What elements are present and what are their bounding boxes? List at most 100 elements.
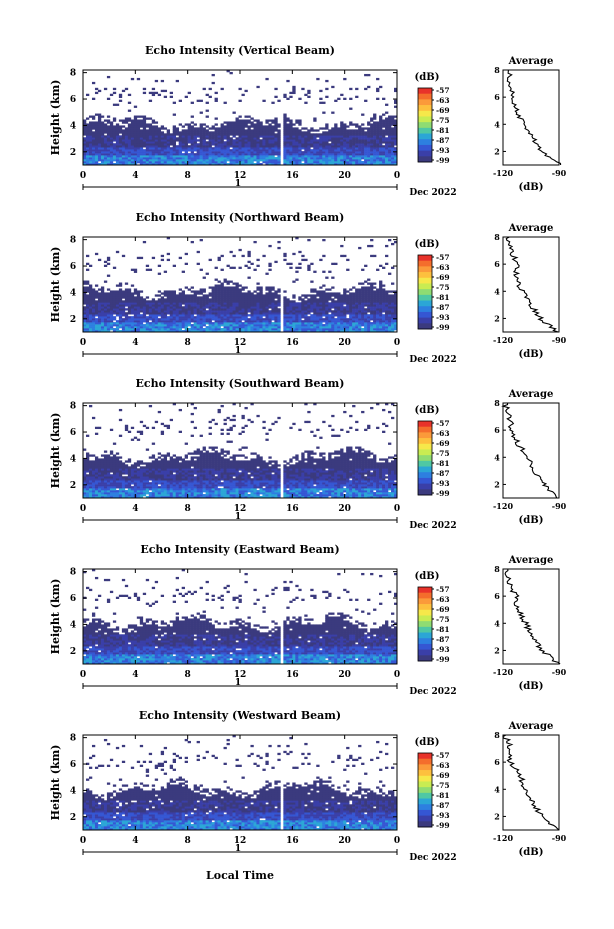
heatmap-cell <box>352 159 356 162</box>
heatmap-cell <box>160 159 165 162</box>
heatmap-cell <box>241 125 245 128</box>
heatmap-cell <box>388 145 392 148</box>
heatmap-cell <box>379 296 383 299</box>
heatmap-cell <box>394 290 398 293</box>
heatmap-cell <box>292 149 296 152</box>
heatmap-cell <box>373 149 377 152</box>
heatmap-cell <box>286 306 290 309</box>
heatmap-cell <box>181 298 185 301</box>
heatmap-cell <box>199 292 203 295</box>
heatmap-cell <box>241 157 245 160</box>
heatmap-cell <box>181 157 185 160</box>
heatmap-cell <box>211 330 215 333</box>
heatmap-cell <box>313 314 317 317</box>
heatmap-cell <box>151 320 156 323</box>
heatmap-cell <box>343 97 347 100</box>
heatmap-cell <box>136 298 141 301</box>
heatmap-cell <box>154 302 159 305</box>
heatmap-cell <box>325 322 329 325</box>
heatmap-cell <box>205 145 209 148</box>
heatmap-cell <box>100 163 105 166</box>
heatmap-cell <box>391 298 395 301</box>
heatmap-cell <box>304 258 308 262</box>
heatmap-cell <box>130 161 135 164</box>
heatmap-cell <box>337 496 341 499</box>
heatmap-cell <box>97 324 102 327</box>
heatmap-cell <box>244 320 248 323</box>
heatmap-cell <box>106 75 111 79</box>
heatmap-cell <box>253 496 257 499</box>
heatmap-cell <box>250 330 254 333</box>
heatmap-cell <box>196 312 200 315</box>
heatmap-cell <box>394 135 398 138</box>
heatmap-cell <box>109 127 114 130</box>
heatmap-cell <box>232 139 236 142</box>
heatmap-cell <box>226 163 230 166</box>
heatmap-cell <box>83 324 87 327</box>
heatmap-cell <box>379 139 383 142</box>
heatmap-cell <box>124 320 129 323</box>
heatmap-cell <box>229 296 233 299</box>
heatmap-cell <box>211 151 215 154</box>
heatmap-cell <box>109 292 114 295</box>
heatmap-cell <box>289 496 293 499</box>
heatmap-cell <box>106 322 111 325</box>
heatmap-cell <box>292 131 296 134</box>
heatmap-cell <box>85 268 90 271</box>
heatmap-cell <box>211 312 215 315</box>
heatmap-cell <box>379 161 383 164</box>
heatmap-cell <box>115 143 120 146</box>
heatmap-cell <box>220 155 224 158</box>
heatmap-cell <box>235 496 239 499</box>
heatmap-cell <box>166 326 171 329</box>
heatmap-cell <box>331 306 335 309</box>
heatmap-cell <box>259 496 263 499</box>
heatmap-cell <box>319 494 323 497</box>
heatmap-cell <box>349 326 353 329</box>
heatmap-cell <box>388 139 392 142</box>
heatmap-cell <box>226 322 230 325</box>
heatmap-cell <box>259 151 263 154</box>
heatmap-cell <box>172 151 176 154</box>
heatmap-cell <box>352 496 356 499</box>
heatmap-cell <box>247 141 251 144</box>
heatmap-cell <box>190 304 194 307</box>
heatmap-cell <box>145 145 150 148</box>
heatmap-cell <box>94 141 99 144</box>
heatmap-cell <box>241 127 245 130</box>
heatmap-cell <box>373 143 377 146</box>
heatmap-cell <box>259 288 263 291</box>
heatmap-cell <box>355 288 359 291</box>
heatmap-cell <box>295 139 299 142</box>
heatmap-cell <box>85 147 90 150</box>
heatmap-cell <box>325 288 329 291</box>
heatmap-cell <box>175 127 179 130</box>
heatmap-cell <box>244 119 248 122</box>
heatmap-cell <box>394 300 398 303</box>
heatmap-cell <box>223 133 227 136</box>
heatmap-cell <box>83 300 87 303</box>
heatmap-cell <box>181 135 185 138</box>
heatmap-cell <box>181 494 185 497</box>
heatmap-cell <box>169 147 174 150</box>
heatmap-cell <box>295 143 299 146</box>
heatmap-cell <box>319 294 323 297</box>
heatmap-cell <box>187 304 191 307</box>
heatmap-cell <box>154 322 159 325</box>
heatmap-cell <box>355 306 359 309</box>
heatmap-cell <box>310 328 314 331</box>
heatmap-cell <box>214 137 218 140</box>
heatmap-cell <box>142 139 147 142</box>
heatmap-cell <box>235 147 239 150</box>
heatmap-cell <box>217 141 221 144</box>
heatmap-cell <box>130 143 135 146</box>
heatmap-cell <box>103 163 108 166</box>
heatmap-cell <box>196 298 200 301</box>
heatmap-cell <box>277 139 281 142</box>
heatmap-cell <box>121 143 126 146</box>
heatmap-cell <box>232 292 236 295</box>
heatmap-cell <box>259 141 263 144</box>
heatmap-cell <box>253 143 257 146</box>
heatmap-cell <box>226 125 230 128</box>
heatmap-cell <box>319 304 323 307</box>
